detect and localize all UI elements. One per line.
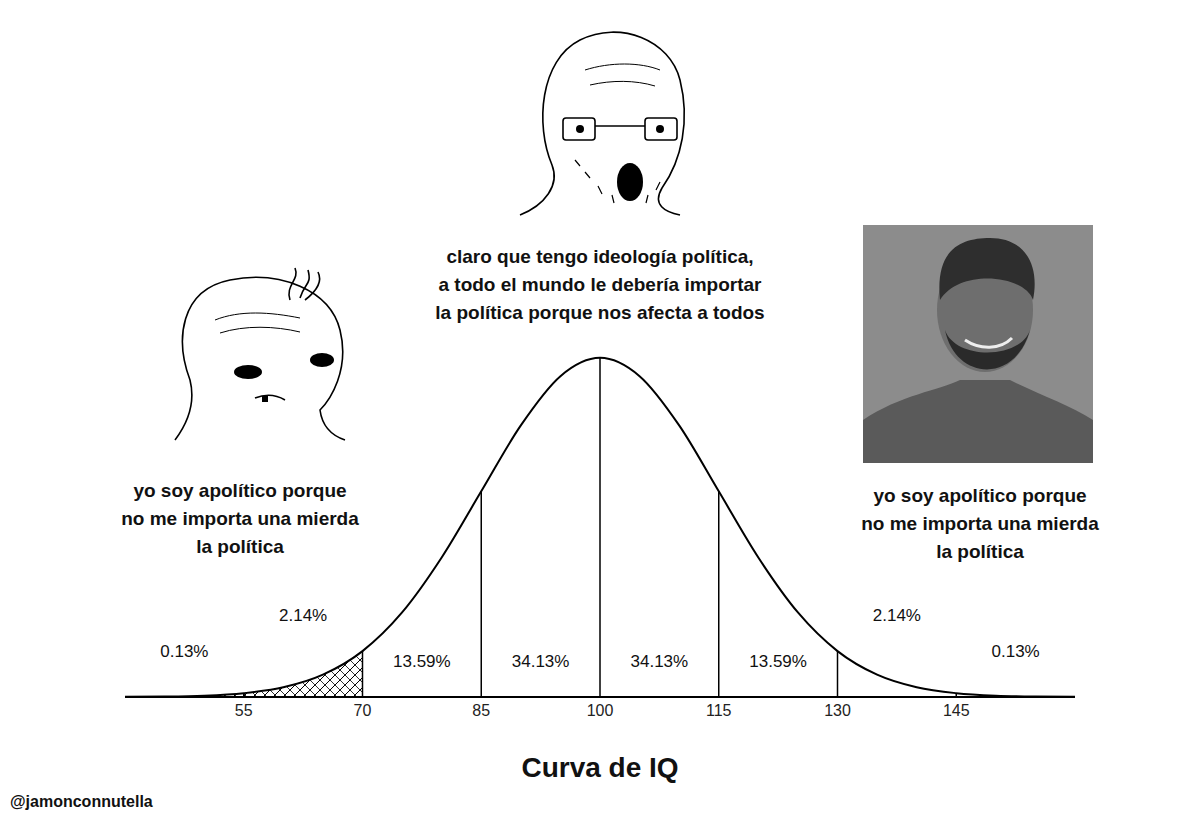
svg-text:100: 100: [587, 702, 614, 719]
svg-text:2.14%: 2.14%: [279, 606, 327, 625]
svg-text:34.13%: 34.13%: [512, 652, 570, 671]
svg-text:85: 85: [472, 702, 490, 719]
svg-text:13.59%: 13.59%: [749, 652, 807, 671]
svg-text:0.13%: 0.13%: [160, 642, 208, 661]
html-text:la política porque nos afecta: la política porque nos afecta a todos: [435, 302, 765, 323]
html-text:no me importa una mierda: no me importa una mierda: [121, 508, 359, 529]
svg-text:55: 55: [235, 702, 253, 719]
html-text:no me importa una mierda: no me importa una mierda: [861, 513, 1099, 534]
html-text:claro que tengo ideología polí: claro que tengo ideología política,: [446, 246, 754, 267]
svg-text:13.59%: 13.59%: [393, 652, 451, 671]
svg-text:2.14%: 2.14%: [873, 606, 921, 625]
html-text:yo soy apolítico porque: yo soy apolítico porque: [873, 485, 1087, 506]
html-text:Curva de IQ: Curva de IQ: [521, 752, 679, 783]
svg-text:70: 70: [354, 702, 372, 719]
html-text:@jamonconnutella: @jamonconnutella: [10, 793, 153, 810]
svg-text:130: 130: [824, 702, 851, 719]
html-text:la política: la política: [936, 541, 1024, 562]
html-text:a todo el mundo le debería imp: a todo el mundo le debería importar: [438, 274, 762, 295]
svg-text:0.13%: 0.13%: [992, 642, 1040, 661]
svg-text:145: 145: [943, 702, 970, 719]
html-text:la política: la política: [196, 536, 284, 557]
svg-text:34.13%: 34.13%: [631, 652, 689, 671]
svg-text:115: 115: [706, 702, 732, 719]
html-text:yo soy apolítico porque: yo soy apolítico porque: [133, 480, 347, 501]
